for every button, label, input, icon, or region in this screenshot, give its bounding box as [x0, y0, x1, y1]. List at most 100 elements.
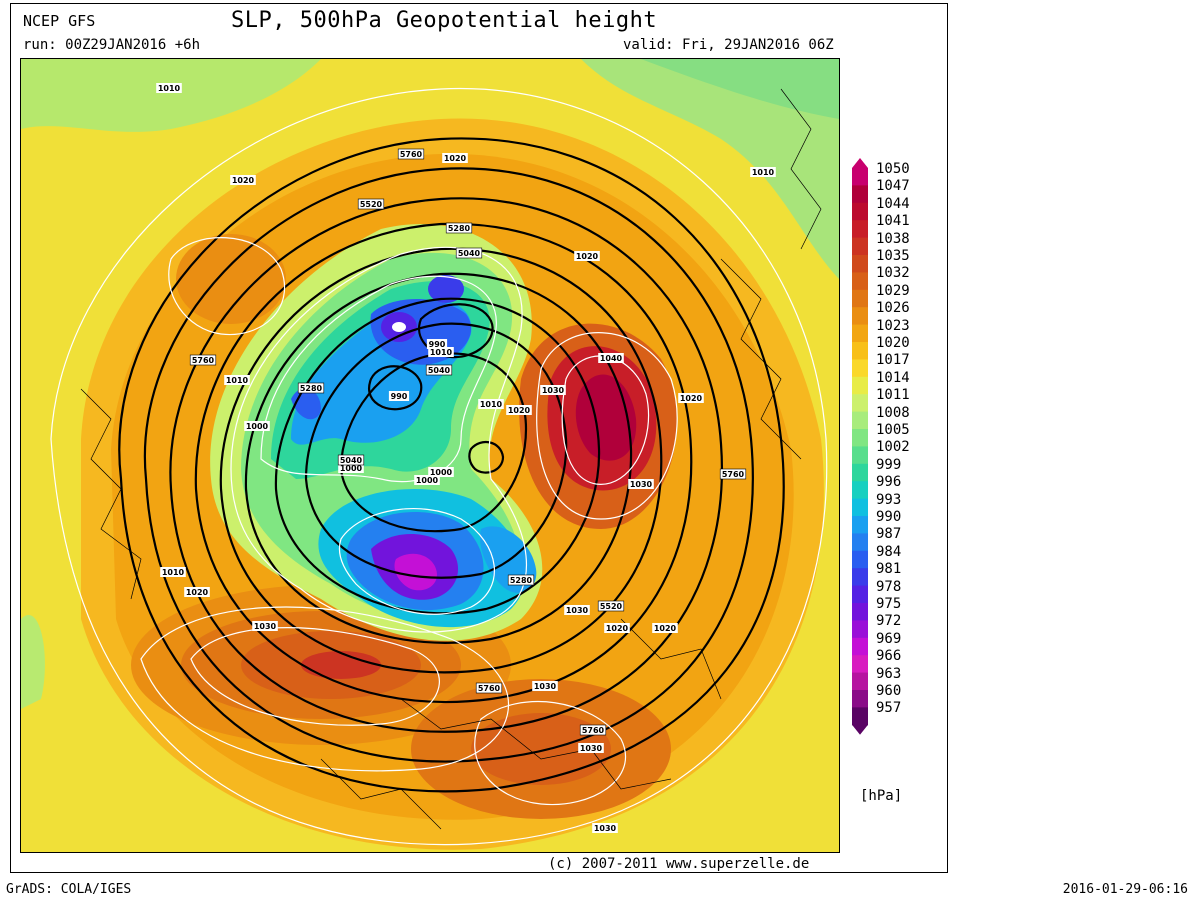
legend-level-label: 990 [876, 509, 902, 525]
height-contour-label: 5520 [597, 600, 625, 612]
legend-swatch [852, 498, 868, 517]
legend-swatch [852, 411, 868, 430]
svg-text:1010: 1010 [162, 568, 185, 577]
legend-swatch [852, 237, 868, 256]
isobar-label: 1030 [252, 621, 278, 631]
legend-level-label: 984 [876, 543, 902, 560]
legend-level-label: 1044 [876, 195, 910, 212]
legend-swatch [852, 655, 868, 674]
legend-swatch [852, 185, 868, 204]
isobar-label: 1020 [574, 251, 600, 261]
svg-text:1000: 1000 [430, 468, 453, 477]
height-contour-label: 5760 [579, 724, 607, 736]
isobar-label: 990 [426, 339, 448, 349]
legend-swatch [852, 289, 868, 308]
legend-level-label: 1038 [876, 230, 910, 247]
generation-timestamp: 2016-01-29-06:16 [1062, 882, 1188, 897]
isobar-label: 1020 [442, 153, 468, 163]
legend-level-label: 1017 [876, 352, 910, 369]
legend-swatch [852, 376, 868, 395]
legend-level-label: 987 [876, 526, 902, 543]
copyright-credit: (c) 2007-2011 www.superzelle.de [548, 856, 810, 872]
legend-swatch [852, 690, 868, 708]
svg-text:5040: 5040 [458, 249, 481, 258]
legend-swatch [852, 272, 868, 291]
isobar-label: 1020 [184, 587, 210, 597]
legend-swatch [852, 707, 868, 726]
legend-swatch [852, 568, 868, 587]
svg-text:1030: 1030 [580, 744, 603, 753]
legend-colorbar [852, 158, 868, 735]
isobar-label: 1010 [428, 347, 454, 357]
isobar-labels: 1010 1020 1010 1020 1030 1040 1030 1020 1020 1010… [156, 83, 776, 833]
svg-text:1030: 1030 [630, 480, 653, 489]
legend-swatch [852, 255, 868, 273]
height-labels: 5760 5520 5280 5040 5040 5280 5760 5280 5040 5520… [189, 148, 747, 736]
svg-text:1020: 1020 [232, 176, 255, 185]
svg-text:1010: 1010 [158, 84, 181, 93]
svg-text:1030: 1030 [254, 622, 277, 631]
svg-text:1030: 1030 [566, 606, 589, 615]
legend-swatch [852, 394, 868, 413]
svg-text:990: 990 [391, 392, 408, 401]
isobar-label: 1020 [230, 175, 256, 185]
isobar-label: 1040 [598, 353, 624, 363]
isobar-label: 1030 [592, 823, 618, 833]
coastlines [80, 88, 822, 830]
legend-level-label: 1014 [876, 369, 910, 386]
height-contour-label: 5040 [337, 454, 365, 466]
legend-level-label: 1032 [876, 265, 910, 282]
legend-max-arrow [852, 158, 868, 168]
legend-level-label: 1008 [876, 404, 910, 421]
svg-text:1020: 1020 [654, 624, 677, 633]
software-credit: GrADS: COLA/IGES [6, 882, 132, 897]
isobar-label: 1020 [604, 623, 630, 633]
isobar-label: 1030 [564, 605, 590, 615]
legend-swatch [852, 637, 868, 656]
legend-level-label: 963 [876, 665, 902, 682]
legend-level-label: 1026 [876, 300, 910, 317]
legend-level-label: 999 [876, 456, 902, 473]
isobar-label: 1020 [506, 405, 532, 415]
color-legend: 1050 1047 1044 1041 1038 1035 1032 1029 1026 1023… [852, 158, 932, 738]
isobar-label: 1010 [224, 375, 250, 385]
isobar-label: 1000 [338, 463, 364, 473]
run-time: run: 00Z29JAN2016 +6h [23, 37, 201, 53]
svg-text:1000: 1000 [246, 422, 269, 431]
isobar-label: 990 [388, 391, 410, 401]
svg-text:1030: 1030 [534, 682, 557, 691]
isobar-label: 1030 [578, 743, 604, 753]
legend-swatch [852, 533, 868, 552]
chart-title: SLP, 500hPa Geopotential height [231, 8, 658, 33]
legend-level-label: 993 [876, 491, 902, 508]
legend-level-label: 972 [876, 613, 902, 630]
legend-swatch [852, 463, 868, 482]
legend-level-label: 1041 [876, 213, 910, 230]
legend-swatch [852, 481, 868, 500]
legend-level-label: 966 [876, 648, 902, 665]
legend-level-label: 1020 [876, 335, 910, 351]
legend-swatch [852, 585, 868, 604]
height-contour-label: 5040 [425, 364, 453, 376]
legend-level-label: 1029 [876, 282, 910, 299]
svg-text:1010: 1010 [752, 168, 775, 177]
legend-level-label: 975 [876, 596, 902, 612]
svg-text:5040: 5040 [428, 366, 451, 375]
isobar-label: 1010 [750, 167, 776, 177]
isobar-label: 1020 [652, 623, 678, 633]
legend-swatch [852, 220, 868, 239]
svg-text:1020: 1020 [186, 588, 209, 597]
legend-swatch [852, 168, 868, 186]
legend-swatch [852, 307, 868, 326]
svg-text:1010: 1010 [226, 376, 249, 385]
weather-map: 1010 1020 1010 1020 1030 1040 1030 1020 1020 1010… [20, 58, 840, 853]
svg-text:1020: 1020 [444, 154, 467, 163]
legend-swatch [852, 359, 868, 378]
svg-text:5760: 5760 [192, 356, 215, 365]
isobar-label: 1030 [628, 479, 654, 489]
legend-unit: [hPa] [860, 788, 903, 804]
svg-text:1020: 1020 [606, 624, 629, 633]
height-contour-label: 5760 [189, 354, 217, 366]
legend-swatch [852, 550, 868, 569]
svg-text:1020: 1020 [576, 252, 599, 261]
